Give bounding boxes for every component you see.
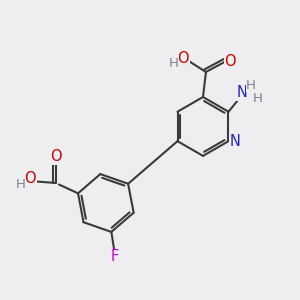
Text: O: O <box>225 54 236 69</box>
Text: H: H <box>169 57 178 70</box>
Text: H: H <box>16 178 26 191</box>
Text: N: N <box>230 134 240 149</box>
Text: N: N <box>236 85 247 100</box>
Text: O: O <box>50 149 62 164</box>
Text: F: F <box>110 250 118 265</box>
Text: O: O <box>25 171 36 186</box>
Text: H: H <box>253 92 263 105</box>
Text: H: H <box>246 79 256 92</box>
Text: O: O <box>178 51 189 66</box>
